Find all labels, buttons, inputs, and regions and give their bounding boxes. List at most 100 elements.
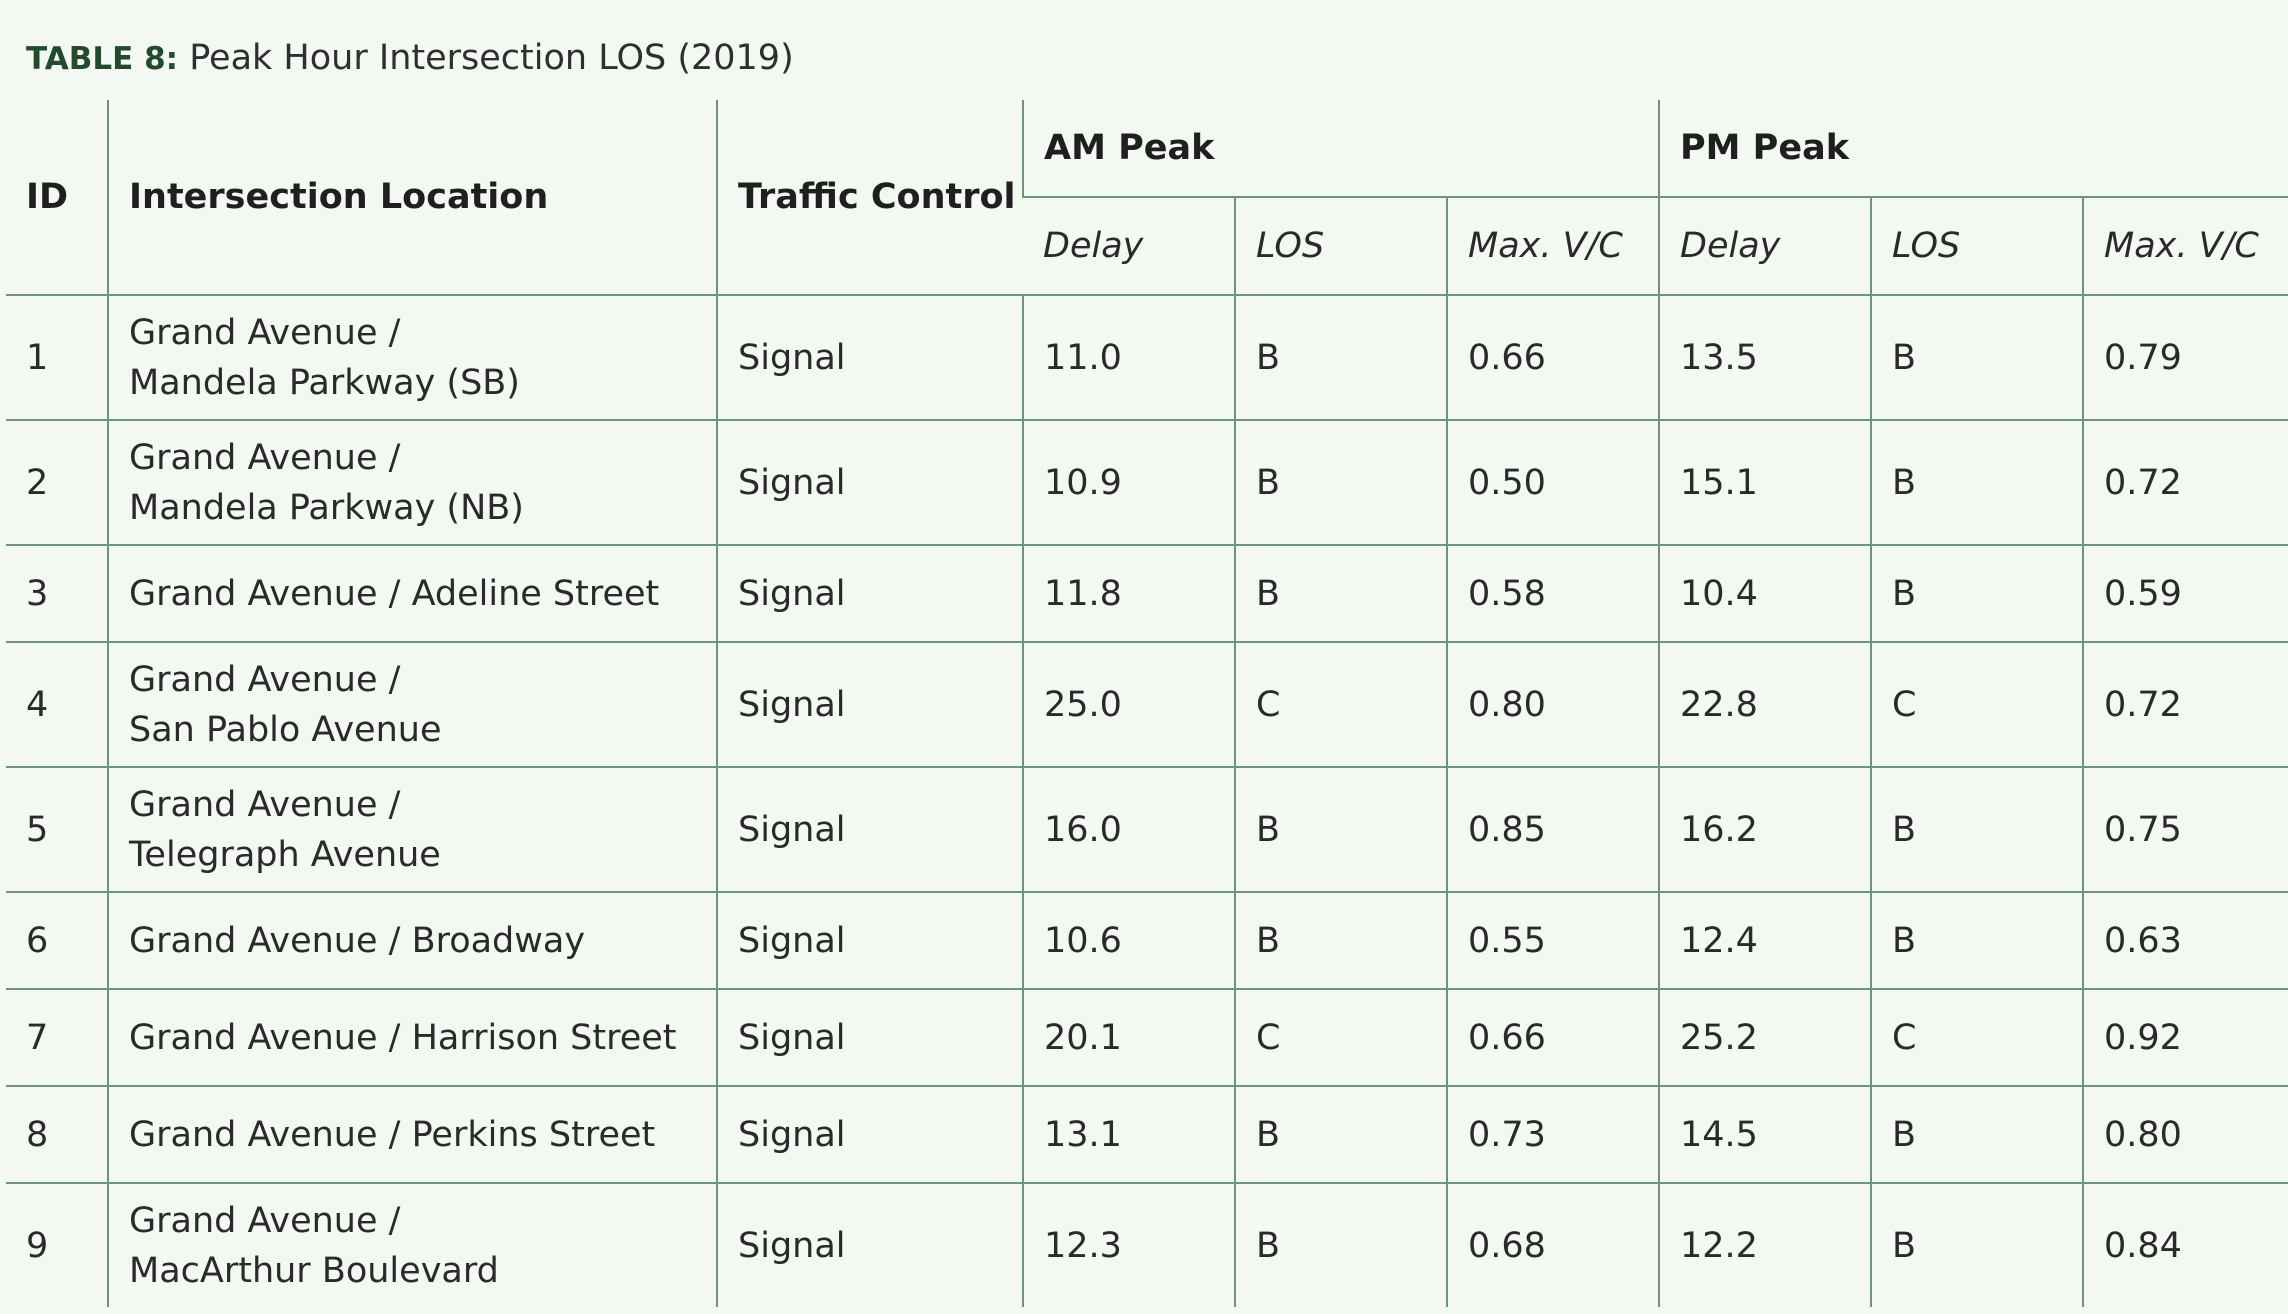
cell-am-los: B: [1234, 1086, 1447, 1184]
cell-control: Signal: [716, 642, 1023, 768]
cell-am-vc: 0.58: [1445, 545, 1660, 643]
cell-am-vc: 0.66: [1445, 295, 1660, 421]
header-pm-vc: Max. V/C: [2082, 197, 2288, 296]
cell-pm-vc: 0.79: [2082, 295, 2288, 421]
cell-am-delay: 12.3: [1022, 1183, 1235, 1307]
cell-am-vc: 0.66: [1445, 989, 1660, 1087]
cell-pm-delay: 14.5: [1658, 1086, 1872, 1184]
location-line-2: Mandela Parkway (SB): [129, 362, 520, 403]
cell-id: 7: [6, 989, 108, 1087]
header-traffic-control: Traffic Control: [716, 100, 1023, 296]
cell-pm-delay: 12.2: [1658, 1183, 1872, 1307]
cell-am-delay: 13.1: [1022, 1086, 1235, 1184]
cell-control: Signal: [716, 545, 1023, 643]
cell-pm-delay: 22.8: [1658, 642, 1872, 768]
cell-control: Signal: [716, 1086, 1023, 1184]
location-line-2: San Pablo Avenue: [129, 709, 442, 750]
table-row: 5 Grand Avenue / Telegraph Avenue Signal …: [6, 767, 2288, 893]
cell-am-delay: 16.0: [1022, 767, 1235, 893]
cell-location: Grand Avenue / Harrison Street: [107, 989, 717, 1087]
header-am-los: LOS: [1234, 197, 1447, 296]
location-line-2: MacArthur Boulevard: [129, 1250, 499, 1291]
cell-am-los: C: [1234, 642, 1447, 768]
cell-pm-delay: 25.2: [1658, 989, 1872, 1087]
cell-pm-delay: 15.1: [1658, 420, 1872, 546]
cell-control: Signal: [716, 989, 1023, 1087]
cell-pm-los: B: [1870, 767, 2084, 893]
header-am-delay: Delay: [1023, 197, 1235, 296]
table-row: 1 Grand Avenue / Mandela Parkway (SB) Sig…: [6, 295, 2288, 421]
cell-pm-vc: 0.75: [2082, 767, 2288, 893]
header-row-top: ID Intersection Location Traffic Control…: [6, 100, 2288, 296]
cell-pm-delay: 13.5: [1658, 295, 1872, 421]
location-line-1: Grand Avenue /: [129, 1200, 401, 1241]
cell-am-delay: 10.6: [1022, 892, 1235, 990]
cell-id: 4: [6, 642, 108, 768]
location-line-2: Telegraph Avenue: [129, 834, 441, 875]
header-id: ID: [6, 100, 108, 296]
cell-pm-los: B: [1870, 295, 2084, 421]
header-location: Intersection Location: [107, 100, 717, 296]
cell-am-delay: 11.8: [1022, 545, 1235, 643]
cell-pm-delay: 12.4: [1658, 892, 1872, 990]
cell-pm-los: C: [1870, 989, 2084, 1087]
cell-control: Signal: [716, 892, 1023, 990]
cell-pm-vc: 0.63: [2082, 892, 2288, 990]
location-line-1: Grand Avenue /: [129, 437, 401, 478]
cell-control: Signal: [716, 420, 1023, 546]
table-title: Peak Hour Intersection LOS (2019): [189, 38, 794, 78]
header-row-sub: Delay LOS Max. V/C Delay LOS Max. V/C: [6, 197, 2288, 296]
cell-pm-vc: 0.72: [2082, 642, 2288, 768]
cell-am-los: B: [1234, 892, 1447, 990]
cell-pm-los: B: [1870, 545, 2084, 643]
cell-pm-los: B: [1870, 1086, 2084, 1184]
cell-id: 3: [6, 545, 108, 643]
cell-location: Grand Avenue / Adeline Street: [107, 545, 717, 643]
header-am-peak: AM Peak: [1021, 100, 1660, 198]
cell-control: Signal: [716, 1183, 1023, 1307]
cell-am-los: B: [1234, 545, 1447, 643]
cell-location: Grand Avenue / San Pablo Avenue: [107, 642, 717, 768]
header-am-vc: Max. V/C: [1445, 197, 1660, 296]
cell-location: Grand Avenue / Mandela Parkway (NB): [107, 420, 717, 546]
cell-pm-vc: 0.59: [2082, 545, 2288, 643]
cell-am-delay: 25.0: [1022, 642, 1235, 768]
location-line-1: Grand Avenue /: [129, 312, 401, 353]
cell-id: 1: [6, 295, 108, 421]
cell-am-vc: 0.68: [1445, 1183, 1660, 1307]
table-row: 4 Grand Avenue / San Pablo Avenue Signal …: [6, 642, 2288, 768]
location-line-2: Mandela Parkway (NB): [129, 487, 524, 528]
cell-id: 2: [6, 420, 108, 546]
cell-location: Grand Avenue / Mandela Parkway (SB): [107, 295, 717, 421]
cell-am-vc: 0.50: [1445, 420, 1660, 546]
cell-am-los: B: [1234, 767, 1447, 893]
cell-id: 5: [6, 767, 108, 893]
location-line-1: Grand Avenue / Broadway: [129, 920, 586, 961]
cell-location: Grand Avenue / Perkins Street: [107, 1086, 717, 1184]
header-pm-los: LOS: [1870, 197, 2084, 296]
cell-am-delay: 11.0: [1022, 295, 1235, 421]
cell-location: Grand Avenue / MacArthur Boulevard: [107, 1183, 717, 1307]
los-table: ID Intersection Location Traffic Control…: [6, 100, 2288, 1307]
cell-pm-los: B: [1870, 1183, 2084, 1307]
location-line-1: Grand Avenue /: [129, 784, 401, 825]
cell-pm-los: B: [1870, 892, 2084, 990]
cell-control: Signal: [716, 767, 1023, 893]
table-row: 8 Grand Avenue / Perkins Street Signal 1…: [6, 1086, 2288, 1184]
table-number: TABLE 8:: [26, 41, 179, 77]
table-row: 7 Grand Avenue / Harrison Street Signal …: [6, 989, 2288, 1087]
cell-am-los: C: [1234, 989, 1447, 1087]
location-line-1: Grand Avenue / Perkins Street: [129, 1114, 656, 1155]
cell-pm-vc: 0.84: [2082, 1183, 2288, 1307]
table-row: 6 Grand Avenue / Broadway Signal 10.6 B …: [6, 892, 2288, 990]
cell-am-delay: 10.9: [1022, 420, 1235, 546]
cell-pm-los: B: [1870, 420, 2084, 546]
location-line-1: Grand Avenue / Adeline Street: [129, 573, 660, 614]
location-line-1: Grand Avenue / Harrison Street: [129, 1017, 677, 1058]
cell-am-los: B: [1234, 1183, 1447, 1307]
location-line-1: Grand Avenue /: [129, 659, 401, 700]
cell-id: 9: [26, 1225, 49, 1266]
table-row: 2 Grand Avenue / Mandela Parkway (NB) Sig…: [6, 420, 2288, 546]
cell-am-delay: 20.1: [1022, 989, 1235, 1087]
cell-am-los: B: [1234, 420, 1447, 546]
